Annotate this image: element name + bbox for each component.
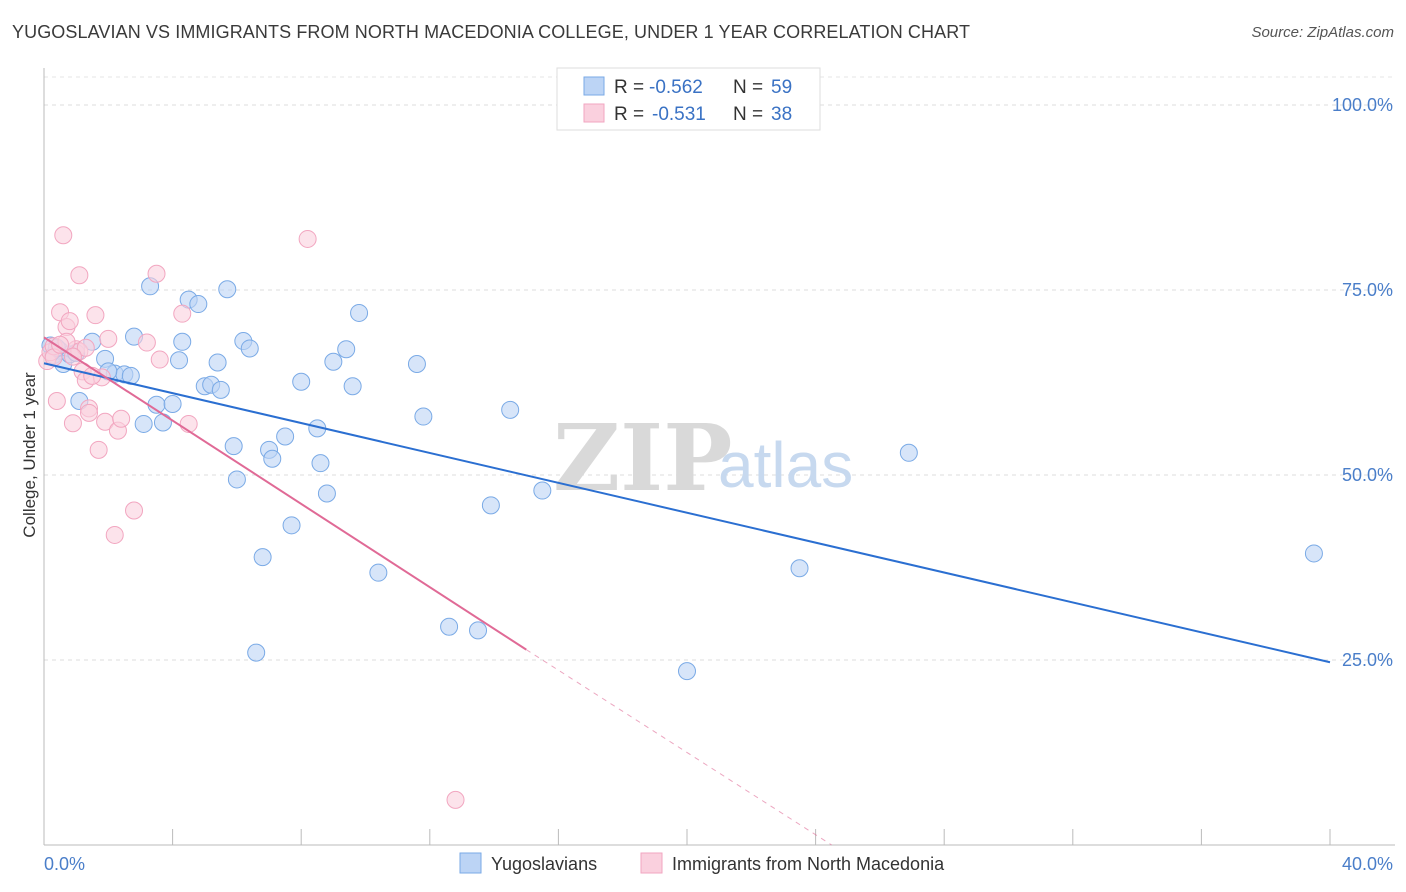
chart-title: YUGOSLAVIAN VS IMMIGRANTS FROM NORTH MAC…	[12, 22, 971, 42]
yugoslavians-trend-line	[43, 362, 1331, 664]
yugoslavians-point-30	[247, 643, 266, 662]
x-tick-label-min: 0.0%	[44, 854, 85, 874]
legend-n-label-1: N =	[733, 77, 763, 98]
yugoslavians-point-44	[369, 563, 388, 582]
yugoslavians-points	[41, 277, 1323, 681]
yugoslavians-point-16	[163, 394, 182, 413]
x-tick-labels: 0.0% 40.0%	[44, 854, 1393, 874]
macedonia-point-3	[47, 392, 66, 410]
yugoslavians-point-31	[253, 548, 272, 567]
legend-swatch-yugoslavians	[583, 76, 605, 96]
yugoslavians-point-29	[240, 339, 259, 358]
x-tick-label-max: 40.0%	[1342, 854, 1393, 874]
yugoslavians-point-35	[282, 516, 301, 535]
macedonia-point-21	[105, 525, 124, 544]
yugoslavians-point-20	[189, 295, 208, 314]
bottom-legend-swatch-yugoslavians	[459, 852, 482, 874]
grid-lines	[44, 76, 1395, 661]
macedonia-point-31	[446, 790, 465, 809]
legend-r-label-1: R =	[614, 77, 644, 98]
axes	[43, 68, 1395, 846]
yugoslavians-point-39	[317, 484, 336, 503]
yugoslavians-point-42	[343, 377, 362, 396]
macedonia-point-26	[147, 264, 166, 283]
yugoslavians-point-34	[276, 427, 295, 446]
bottom-legend-label-macedonia: Immigrants from North Macedonia	[672, 854, 945, 874]
watermark-zip: ZIP	[553, 404, 732, 512]
yugoslavians-point-18	[173, 332, 192, 351]
yugoslavians-point-12	[134, 414, 153, 433]
y-tick-label-2: 75.0%	[1342, 280, 1393, 300]
macedonia-point-16	[86, 306, 105, 325]
yugoslavians-point-54	[899, 443, 918, 462]
bottom-legend-label-yugoslavians: Yugoslavians	[491, 854, 597, 874]
yugoslavians-point-46	[414, 407, 433, 426]
yugoslavians-point-25	[218, 280, 237, 299]
y-tick-label-3: 100.0%	[1332, 95, 1393, 115]
macedonia-point-34	[76, 338, 95, 357]
yugoslavians-point-41	[337, 340, 356, 359]
correlation-legend: R = -0.562 N = 59 R = -0.531 N = 38	[556, 67, 821, 131]
macedonia-point-25	[137, 333, 156, 352]
y-tick-label-0: 25.0%	[1342, 650, 1393, 670]
legend-n-value-2: 38	[771, 104, 792, 125]
yugoslavians-point-55	[1304, 544, 1323, 563]
source-label: Source: ZipAtlas.com	[1251, 24, 1394, 41]
macedonia-point-23	[112, 409, 131, 428]
macedonia-point-28	[173, 304, 192, 323]
macedonia-point-35	[51, 335, 70, 354]
watermark-atlas: atlas	[718, 429, 853, 501]
yugoslavians-point-47	[440, 617, 459, 636]
yugoslavians-point-51	[533, 481, 552, 500]
macedonia-point-17	[89, 440, 108, 459]
macedonia-trend-extension	[525, 649, 832, 846]
macedonia-point-30	[298, 229, 317, 248]
yugoslavians-point-52	[678, 662, 696, 681]
legend-swatch-macedonia	[583, 103, 605, 123]
y-tick-labels: 25.0% 50.0% 75.0% 100.0%	[1332, 95, 1393, 670]
yugoslavians-point-53	[790, 559, 809, 578]
legend-n-value-1: 59	[771, 77, 792, 98]
yugoslavians-point-49	[481, 496, 500, 515]
yugoslavians-point-43	[350, 303, 369, 322]
yugoslavians-point-45	[407, 355, 426, 373]
yugoslavians-point-38	[311, 454, 330, 473]
yugoslavians-point-36	[292, 372, 311, 391]
yugoslavians-point-33	[263, 449, 282, 468]
macedonia-point-20	[99, 329, 118, 348]
macedonia-point-27	[150, 350, 169, 369]
macedonia-point-24	[125, 501, 144, 520]
macedonia-point-15	[80, 403, 99, 422]
macedonia-point-5	[54, 226, 73, 245]
yugoslavians-point-24	[211, 380, 230, 399]
legend-r-value-1: -0.562	[649, 77, 703, 98]
yugoslavians-point-27	[227, 470, 246, 489]
macedonia-point-8	[63, 414, 82, 433]
bottom-legend-swatch-macedonia	[640, 852, 663, 874]
watermark: ZIP atlas	[553, 404, 853, 512]
yugoslavians-point-23	[208, 353, 227, 372]
macedonia-points	[38, 226, 465, 809]
yugoslavians-point-48	[469, 621, 488, 640]
macedonia-trend-line	[43, 336, 527, 651]
legend-r-value-2: -0.531	[652, 104, 706, 125]
yugoslavians-point-15	[153, 413, 172, 432]
yugoslavians-point-26	[224, 437, 243, 456]
legend-r-label-2: R =	[614, 104, 644, 125]
macedonia-point-7	[60, 312, 79, 331]
series-legend: Yugoslavians Immigrants from North Maced…	[459, 852, 945, 874]
yugoslavians-point-50	[501, 400, 520, 419]
yugoslavians-point-40	[324, 352, 343, 371]
trend-lines	[43, 336, 1331, 846]
macedonia-point-11	[70, 266, 89, 285]
yugoslavians-point-17	[170, 351, 189, 370]
y-axis-label: College, Under 1 year	[20, 372, 39, 538]
y-tick-label-1: 50.0%	[1342, 465, 1393, 485]
legend-n-label-2: N =	[733, 104, 763, 125]
